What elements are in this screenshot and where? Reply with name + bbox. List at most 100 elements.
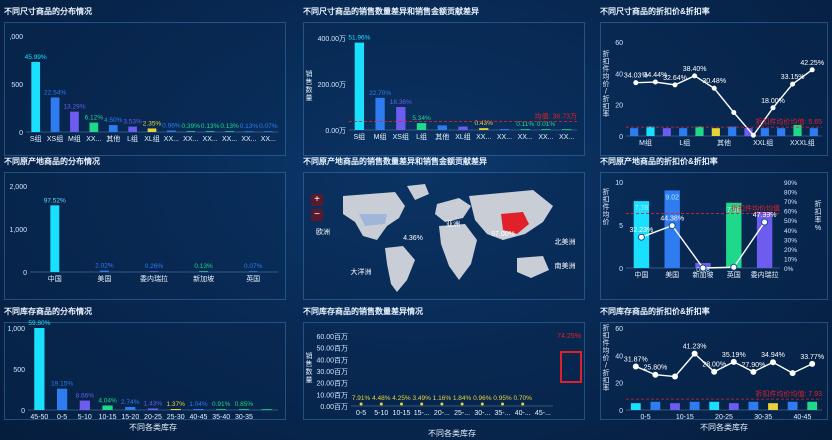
rate-label: 25.80%: [644, 365, 668, 372]
y-axis-label: 件: [603, 202, 610, 211]
bar: [437, 125, 447, 130]
x-tick-label: S组: [30, 134, 42, 143]
data-label: 6.12%: [85, 115, 104, 122]
panel-title: 不同库存商品的折扣价&折扣率: [600, 307, 710, 316]
continent-europe: [435, 198, 471, 222]
x-tick-label: XX...: [476, 134, 491, 141]
data-label: 4.50%: [104, 117, 123, 124]
y-tick-label: 5: [619, 223, 623, 230]
data-label: 0.01%: [537, 121, 556, 128]
data-point: [420, 402, 424, 406]
data-label: 8.66%: [76, 393, 95, 400]
bar: [646, 126, 655, 136]
x-tick-label: 40-...: [515, 410, 531, 417]
rate-point: [770, 105, 776, 111]
data-label: 1.37%: [167, 401, 186, 408]
data-label: 0.70%: [513, 395, 532, 402]
y-tick-label: 10: [615, 180, 623, 187]
panel-title: 不同库存商品的销售数量差异情况: [303, 307, 423, 316]
bar: [662, 128, 671, 136]
x-tick-label: M组: [374, 132, 387, 141]
data-label: 2.02%: [95, 263, 114, 270]
panel-origin-distribution: 不同原产地商品的分布情况 0 1,000 2,000 97.52% 中国 2.02% 美国 0…: [4, 156, 286, 300]
bar: [216, 409, 227, 410]
rate-label: 32.23%: [630, 227, 654, 234]
bar: [199, 271, 209, 272]
data-label: 22.54%: [44, 89, 66, 96]
x-tick-label: 委内瑞拉: [751, 270, 779, 279]
data-label: 4.04%: [98, 397, 117, 404]
bar: [541, 129, 551, 130]
x-tick-label: 15-20: [121, 414, 139, 421]
rate-label: 47.99%: [753, 212, 777, 219]
outlier-box: [560, 351, 582, 383]
x-tick-label: 英国: [727, 270, 741, 279]
y-axis-label: 折: [603, 94, 610, 103]
x-tick-label: XXL组: [753, 138, 773, 147]
rate-point: [789, 370, 796, 377]
bar: [630, 403, 641, 410]
bar: [748, 401, 759, 410]
bar: [630, 128, 639, 136]
rate-point: [730, 263, 738, 271]
x-tick-label: 45-50: [30, 414, 48, 421]
map-value-label: 4.36%: [403, 235, 423, 242]
bar: [695, 126, 704, 136]
x-tick-label: XXXL组: [790, 138, 815, 147]
x-tick-label: 10-15: [393, 410, 411, 417]
rate-label: 44.38%: [660, 216, 684, 223]
data-label: 0.96%: [473, 395, 492, 402]
data-label: 0.39%: [182, 123, 201, 130]
rate-label: 33.77%: [800, 354, 824, 361]
y-axis-label: 销: [306, 351, 313, 360]
x-tick-label: XX...: [538, 134, 553, 141]
x-tick-label: 20-25: [715, 414, 733, 421]
bar: [244, 131, 254, 132]
x-axis-label: 不同各类库存: [428, 428, 476, 438]
bar: [679, 128, 688, 136]
y-right-axis-label: 扣: [815, 207, 822, 216]
x-tick-label: 0-5: [356, 410, 366, 417]
zoom-out-button[interactable]: −: [311, 209, 323, 221]
zoom-in-button[interactable]: +: [311, 194, 323, 206]
x-tick-label: XS组: [393, 132, 409, 141]
y-axis-label: 销: [306, 69, 313, 78]
y-right-tick-label: 40%: [784, 228, 797, 235]
x-tick-label: XX...: [86, 136, 101, 143]
y-axis-label: 价: [603, 80, 610, 88]
data-label: 0.07%: [259, 123, 278, 130]
y-tick-label: 40.00百万: [316, 356, 348, 364]
y-tick-label: 0: [21, 408, 25, 415]
rate-point: [652, 79, 658, 85]
x-tick-label: 中国: [634, 270, 648, 279]
rate-point: [699, 264, 707, 272]
data-label: 1.04%: [189, 401, 208, 408]
rate-point: [633, 80, 639, 86]
y-tick-label: 10.00百万: [316, 391, 348, 399]
bar: [108, 125, 118, 132]
x-tick-label: 其他: [106, 134, 120, 143]
rate-label: 42.25%: [800, 60, 824, 67]
x-tick-label: 25-...: [454, 410, 470, 417]
bar: [70, 111, 79, 132]
stock-discount-chart: 0 20 40 60 31.87% 25.80% 41.23% 28.00% 35.19% 27.…: [603, 323, 825, 432]
x-tick-label: XX...: [559, 134, 574, 141]
y-tick-label: 500: [11, 82, 23, 89]
bar: [744, 128, 753, 136]
y-tick-label: 1,000: [7, 326, 25, 333]
y-right-tick-label: 10%: [784, 256, 797, 263]
region-label: 南美洲: [555, 261, 576, 270]
bar: [149, 271, 159, 272]
x-tick-label: 30-35: [754, 414, 772, 421]
rate-point: [692, 73, 698, 79]
bar: [396, 107, 406, 130]
chart-frame: [303, 322, 585, 420]
y-axis-label: 扣: [603, 331, 610, 340]
bar: [125, 406, 136, 410]
y-axis-label: 折: [603, 368, 610, 377]
data-label: 45.99%: [25, 54, 47, 61]
data-label: 51.96%: [348, 35, 370, 42]
rate-point: [668, 222, 676, 230]
x-tick-label: XX...: [222, 136, 237, 143]
x-tick-label: L组: [679, 138, 690, 147]
